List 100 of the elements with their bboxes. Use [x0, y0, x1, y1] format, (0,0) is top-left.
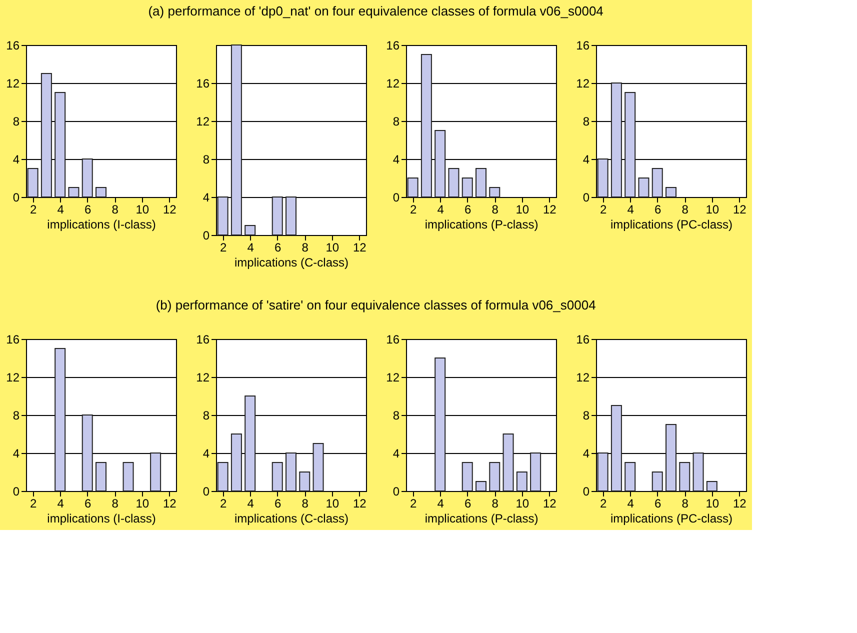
x-tick-label: 12 — [353, 240, 367, 254]
bar — [652, 168, 663, 198]
x-tick-label: 12 — [163, 202, 177, 216]
y-tick-label: 12 — [196, 114, 210, 128]
y-tick-label: 16 — [576, 38, 590, 52]
bar — [434, 358, 446, 492]
bar — [122, 462, 134, 492]
bar — [462, 462, 473, 492]
x-tick-label: 8 — [302, 240, 309, 254]
bar — [448, 168, 460, 198]
bar — [597, 452, 608, 492]
x-tick-label: 4 — [57, 496, 64, 510]
y-tick-label: 16 — [196, 332, 210, 346]
y-tick-label: 8 — [12, 114, 20, 128]
y-tick-label: 4 — [392, 446, 400, 460]
bar — [230, 434, 242, 492]
bar — [96, 187, 106, 198]
y-tick-label: 16 — [6, 38, 20, 52]
bar — [638, 178, 650, 198]
x-tick-label: 10 — [326, 496, 340, 510]
x-tick-label: 4 — [57, 202, 64, 216]
y-tick-label: 8 — [392, 408, 400, 422]
bar — [272, 196, 283, 236]
x-tick-label: 2 — [220, 496, 227, 510]
x-tick-label: 2 — [600, 202, 607, 216]
y-tick-label: 4 — [202, 446, 210, 460]
x-tick-label: 10 — [326, 240, 340, 254]
y-tick-label: 0 — [12, 484, 20, 498]
bar — [96, 462, 106, 492]
x-tick-label: 8 — [682, 496, 689, 510]
bar — [244, 225, 256, 236]
x-axis-title: implications (I-class) — [47, 218, 156, 232]
bar — [530, 452, 542, 492]
x-tick-label: 10 — [516, 496, 530, 510]
bar — [624, 92, 636, 198]
bar — [502, 434, 514, 492]
bar — [610, 82, 622, 198]
y-tick-label: 0 — [202, 484, 210, 498]
x-tick-label: 6 — [84, 202, 92, 216]
x-axis-title: implications (C-class) — [234, 256, 349, 270]
x-tick-label: 2 — [600, 496, 607, 510]
x-axis-title: implications (P-class) — [424, 512, 538, 526]
x-tick-label: 8 — [112, 202, 119, 216]
x-tick-label: 2 — [410, 496, 417, 510]
y-tick-label: 8 — [582, 408, 590, 422]
y-tick-label: 0 — [12, 190, 20, 204]
y-tick-label: 16 — [386, 38, 400, 52]
x-tick-label: 4 — [437, 496, 444, 510]
y-tick-label: 16 — [196, 76, 210, 90]
x-tick-label: 12 — [163, 496, 177, 510]
y-tick-label: 0 — [582, 190, 590, 204]
x-tick-label: 4 — [627, 202, 634, 216]
bar — [54, 348, 66, 492]
x-tick-label: 6 — [654, 202, 662, 216]
bar — [692, 452, 704, 492]
x-tick-label: 12 — [733, 496, 747, 510]
x-tick-label: 6 — [464, 202, 472, 216]
y-tick-label: 12 — [6, 370, 20, 384]
x-tick-label: 10 — [516, 202, 530, 216]
x-tick-label: 12 — [353, 496, 367, 510]
y-tick-label: 4 — [582, 152, 590, 166]
bar — [679, 462, 690, 492]
bar — [666, 187, 676, 198]
bar — [652, 472, 663, 492]
x-tick-label: 6 — [274, 496, 282, 510]
y-tick-label: 12 — [386, 76, 400, 90]
x-tick-label: 8 — [302, 496, 309, 510]
x-tick-label: 4 — [437, 202, 444, 216]
y-tick-label: 4 — [12, 446, 20, 460]
bar — [476, 481, 486, 492]
x-tick-label: 2 — [30, 496, 37, 510]
y-tick-label: 12 — [576, 76, 590, 90]
bar — [420, 54, 432, 198]
bar — [286, 452, 296, 492]
x-tick-label: 2 — [410, 202, 417, 216]
x-tick-label: 8 — [492, 496, 499, 510]
y-tick-label: 0 — [392, 484, 400, 498]
bar — [68, 187, 80, 198]
bar — [597, 158, 608, 198]
bar — [610, 405, 622, 492]
bar — [27, 168, 38, 198]
x-axis-title: implications (PC-class) — [610, 218, 733, 232]
bar — [489, 462, 500, 492]
y-tick-label: 8 — [392, 114, 400, 128]
x-axis-title: implications (I-class) — [47, 512, 156, 526]
x-tick-label: 6 — [654, 496, 662, 510]
y-tick-label: 4 — [582, 446, 590, 460]
bar — [40, 73, 52, 198]
text: (a) performance of 'dp0_nat' on four equivalence classes of formula v06_s0004 — [148, 4, 604, 18]
text: (b) performance of 'satire' on four equivalence classes of formula v06_s0004 — [156, 298, 596, 312]
bar — [476, 168, 486, 198]
x-tick-label: 4 — [247, 496, 254, 510]
y-tick-label: 12 — [386, 370, 400, 384]
bar — [230, 44, 242, 236]
y-tick-label: 8 — [12, 408, 20, 422]
x-tick-label: 10 — [706, 496, 720, 510]
x-tick-label: 10 — [706, 202, 720, 216]
y-tick-label: 4 — [12, 152, 20, 166]
x-tick-label: 6 — [274, 240, 282, 254]
x-tick-label: 12 — [543, 202, 557, 216]
